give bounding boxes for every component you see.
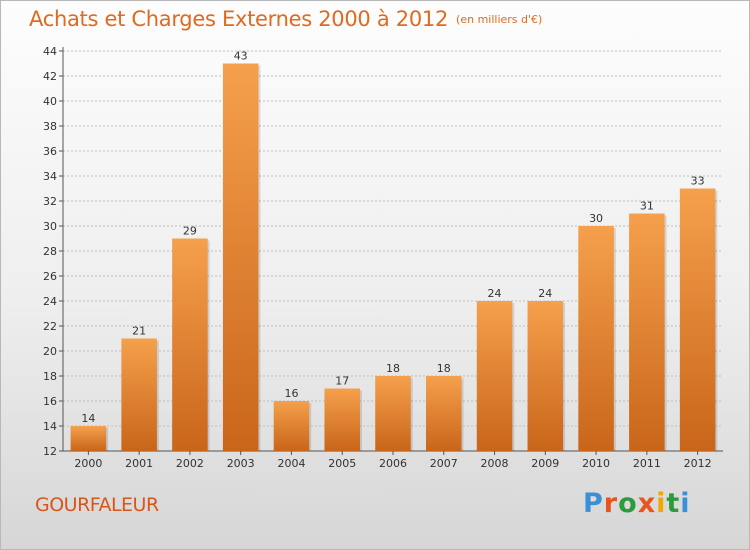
value-label: 17 <box>335 375 349 388</box>
chart-title: Achats et Charges Externes 2000 à 2012 <box>29 7 449 31</box>
value-label: 31 <box>640 200 654 213</box>
bar-2010 <box>578 226 614 451</box>
value-label: 16 <box>284 387 298 400</box>
value-label: 18 <box>386 362 400 375</box>
bar-2002 <box>172 238 208 451</box>
value-label: 29 <box>183 225 197 238</box>
y-tick-label: 18 <box>43 370 57 383</box>
logo-letter: o <box>618 488 638 519</box>
bar-2001 <box>121 338 157 451</box>
logo-letter: i <box>656 488 667 519</box>
value-label: 30 <box>589 212 603 225</box>
x-tick-label: 2005 <box>328 457 356 470</box>
y-tick-label: 32 <box>43 195 57 208</box>
y-tick-label: 28 <box>43 245 57 258</box>
value-label: 21 <box>132 325 146 338</box>
x-tick-label: 2000 <box>74 457 102 470</box>
y-tick-label: 30 <box>43 220 57 233</box>
x-tick-label: 2011 <box>633 457 661 470</box>
x-tick-label: 2003 <box>227 457 255 470</box>
x-tick-label: 2004 <box>277 457 305 470</box>
y-tick-label: 40 <box>43 95 57 108</box>
y-tick-label: 26 <box>43 270 57 283</box>
bar-2008 <box>476 301 513 451</box>
bar-2007 <box>426 376 462 451</box>
y-tick-label: 22 <box>43 320 57 333</box>
bar-2012 <box>679 188 716 451</box>
y-tick-label: 20 <box>43 345 57 358</box>
x-tick-label: 2010 <box>582 457 610 470</box>
y-tick-label: 36 <box>43 145 57 158</box>
value-label: 24 <box>488 287 502 300</box>
bar-2009 <box>527 301 564 451</box>
value-label: 14 <box>81 412 95 425</box>
bars <box>70 63 718 451</box>
chart-subtitle: (en milliers d'€) <box>456 13 543 26</box>
data-labels: 14 21 29 43 16 17 18 18 24 24 30 31 33 <box>81 50 704 426</box>
logo-letter: P <box>583 488 604 519</box>
x-tick-label: 2008 <box>481 457 509 470</box>
bar-2011 <box>629 213 665 451</box>
logo-letter: x <box>637 488 657 519</box>
proxiti-logo[interactable]: Proxiti <box>583 488 691 519</box>
y-tick-label: 38 <box>43 120 57 133</box>
value-label: 24 <box>538 287 552 300</box>
x-tick-label: 2002 <box>176 457 204 470</box>
y-tick-label: 42 <box>43 70 57 83</box>
logo-letter: r <box>603 488 619 519</box>
bar-2003 <box>222 63 259 451</box>
x-tick-label: 2012 <box>684 457 712 470</box>
chart-title-area: Achats et Charges Externes 2000 à 2012 (e… <box>29 7 542 31</box>
commune-name: GOURFALEUR <box>35 494 159 516</box>
bar-2004 <box>273 401 310 451</box>
x-tick-label: 2001 <box>125 457 153 470</box>
x-tick-label: 2006 <box>379 457 407 470</box>
logo-letter: t <box>666 488 681 519</box>
bar-2006 <box>375 376 411 451</box>
value-label: 33 <box>691 175 705 188</box>
y-tick-label: 14 <box>43 420 57 433</box>
axes: 12 14 16 18 20 22 24 26 28 30 32 34 36 38 40 42 44 2000 20… <box>43 45 723 470</box>
x-tick-label: 2009 <box>531 457 559 470</box>
y-tick-label: 12 <box>43 445 57 458</box>
bar-2000 <box>70 426 107 451</box>
y-tick-label: 24 <box>43 295 57 308</box>
value-label: 18 <box>437 362 451 375</box>
bar-2005 <box>324 388 360 451</box>
value-label: 43 <box>234 50 248 63</box>
y-tick-label: 16 <box>43 395 57 408</box>
x-tick-label: 2007 <box>430 457 458 470</box>
y-tick-label: 34 <box>43 170 57 183</box>
y-tick-label: 44 <box>43 45 57 58</box>
logo-letter: i <box>680 488 691 519</box>
